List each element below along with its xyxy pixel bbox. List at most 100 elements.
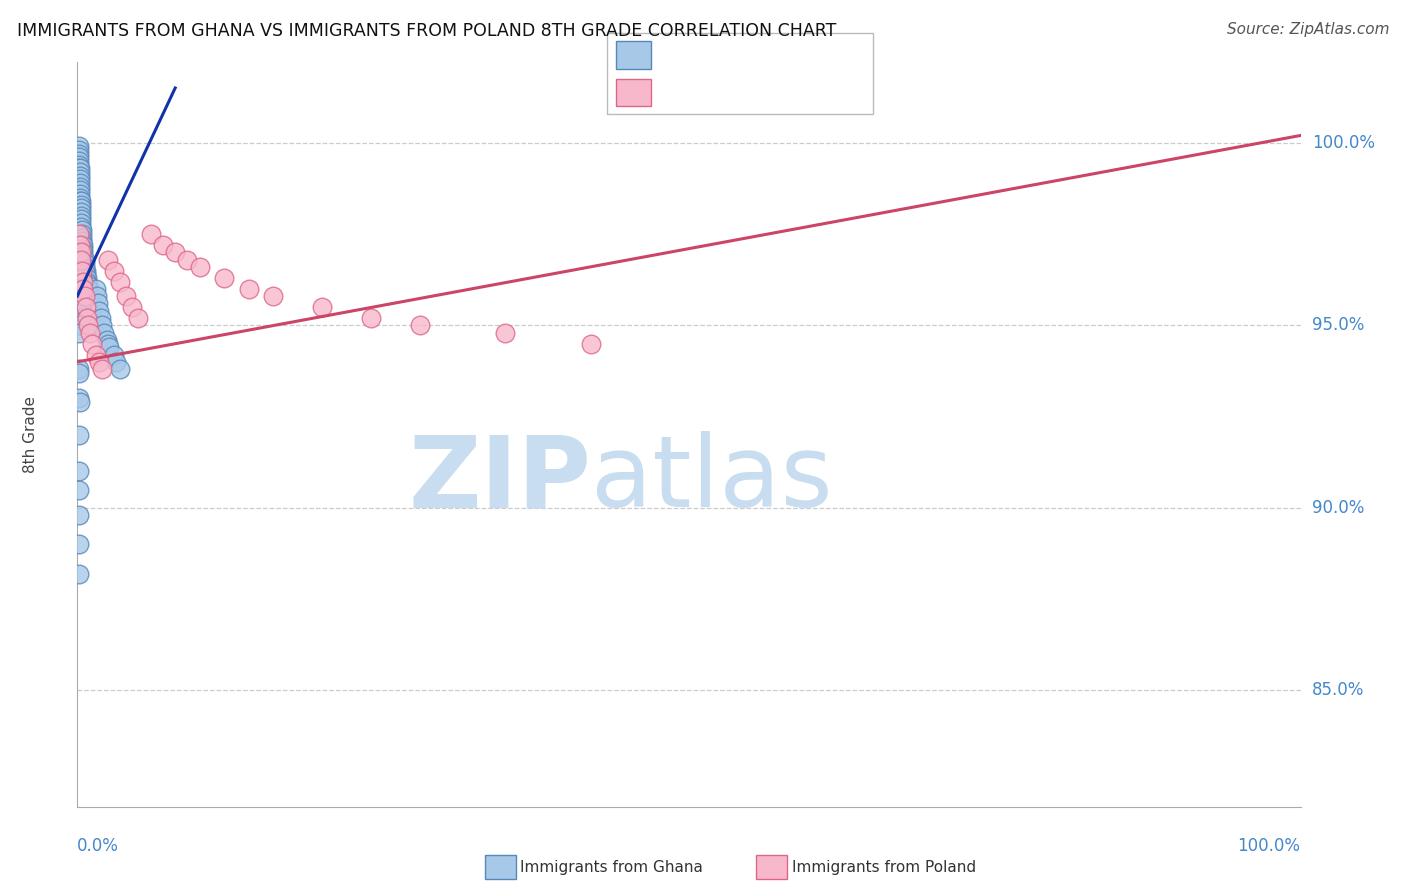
Point (87, 296, 110, 310)
Point (311, 300, 333, 314)
Point (70, 263, 93, 277)
Point (83, 318, 105, 333)
Point (90, 318, 112, 333)
Point (67, 150, 90, 164)
Point (89, 303, 111, 318)
Point (75, 270, 97, 285)
Text: Immigrants from Poland: Immigrants from Poland (792, 860, 976, 874)
Point (70, 267, 93, 281)
Text: 0.345: 0.345 (697, 46, 745, 64)
Point (76, 275, 98, 289)
Point (115, 289, 138, 303)
Point (69, 260, 91, 274)
Point (105, 355, 128, 369)
Text: 99: 99 (796, 46, 817, 64)
Point (77, 282, 100, 296)
Point (67, 318, 90, 333)
Point (69, 289, 91, 303)
Point (238, 282, 260, 296)
Point (262, 289, 284, 303)
Point (96, 333, 118, 347)
Text: 85.0%: 85.0% (1312, 681, 1364, 699)
Point (80, 296, 103, 310)
Point (70, 242, 93, 256)
Point (79, 326, 101, 340)
Point (165, 245, 187, 260)
Point (176, 252, 198, 267)
Point (70, 216, 93, 230)
Point (72, 275, 94, 289)
Point (70, 252, 93, 267)
Point (77, 278, 100, 293)
Text: 8th Grade: 8th Grade (24, 396, 38, 474)
Point (69, 238, 91, 252)
Point (69, 395, 91, 409)
Point (127, 311, 149, 326)
Point (67, 508, 90, 523)
Point (67, 326, 90, 340)
Text: R =: R = (662, 46, 699, 64)
Point (139, 227, 162, 241)
Point (360, 311, 382, 326)
Text: 90.0%: 90.0% (1312, 499, 1364, 516)
Point (73, 252, 96, 267)
Point (69, 194, 91, 209)
Point (76, 311, 98, 326)
Point (67, 483, 90, 497)
Point (67, 154, 90, 169)
Point (70, 219, 93, 234)
Point (76, 270, 98, 285)
Point (73, 256, 96, 270)
Bar (616, 78, 651, 106)
Point (69, 190, 91, 204)
Point (152, 238, 174, 252)
Point (76, 278, 98, 293)
Point (409, 318, 432, 333)
Point (97, 252, 120, 267)
Point (70, 209, 93, 223)
Point (212, 270, 235, 285)
Point (70, 238, 93, 252)
Point (67, 427, 90, 442)
Point (70, 263, 93, 277)
Point (70, 212, 93, 227)
Point (84, 282, 107, 296)
Point (67, 366, 90, 380)
Point (73, 289, 96, 303)
Point (67, 311, 90, 326)
Point (67, 146, 90, 161)
Point (69, 179, 91, 194)
Point (69, 161, 91, 176)
Text: 100.0%: 100.0% (1237, 837, 1301, 855)
Point (73, 260, 96, 274)
Point (70, 296, 93, 310)
Text: Source: ZipAtlas.com: Source: ZipAtlas.com (1226, 22, 1389, 37)
Point (84, 347, 107, 361)
Text: N =: N = (761, 46, 797, 64)
Point (69, 176, 91, 190)
Point (97, 336, 120, 351)
Bar (616, 41, 651, 69)
Text: 0.391: 0.391 (697, 83, 745, 101)
Text: 100.0%: 100.0% (1312, 134, 1375, 152)
Point (86, 289, 108, 303)
Point (70, 270, 93, 285)
Point (67, 307, 90, 321)
Point (70, 194, 93, 209)
Point (75, 263, 97, 277)
Point (69, 183, 91, 197)
Point (77, 318, 100, 333)
Point (70, 202, 93, 216)
Point (98, 340, 121, 354)
Text: atlas: atlas (591, 431, 832, 528)
Point (72, 282, 94, 296)
Point (70, 235, 93, 249)
Point (188, 260, 211, 274)
Point (72, 242, 94, 256)
Point (90, 362, 112, 376)
FancyBboxPatch shape (607, 33, 873, 114)
Point (67, 285, 90, 300)
Point (69, 186, 91, 201)
Point (73, 263, 96, 277)
Point (69, 172, 91, 186)
